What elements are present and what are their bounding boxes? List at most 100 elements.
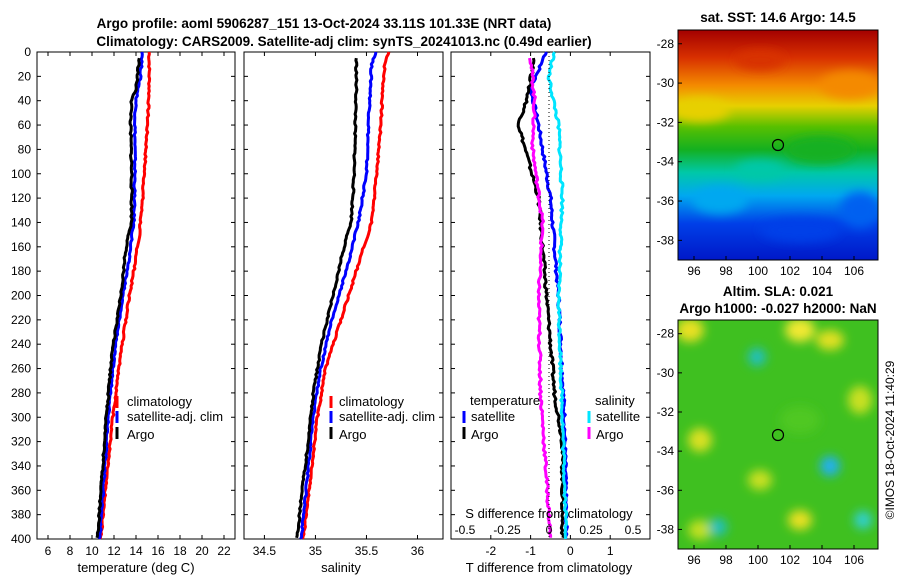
x-tick-label: 14 [129, 544, 143, 558]
difference-curves [516, 51, 569, 540]
legend-sal-argo: Argo [596, 427, 623, 442]
map-y-tick-label: -32 [657, 405, 675, 419]
temperature-axis-label: temperature (deg C) [77, 560, 194, 575]
legend-argo: Argo [339, 427, 366, 442]
map-x-tick-label: 96 [687, 553, 701, 567]
salinity-x-axis: 34.5 35 35.5 36 [253, 52, 425, 558]
map-y-tick-label: -36 [657, 483, 675, 497]
salinity-curves [295, 51, 391, 540]
x-tick-label: 10 [85, 544, 99, 558]
depth-tick-label: 320 [11, 435, 31, 449]
x-tick-label: 1 [607, 544, 614, 558]
sla-map-frame [677, 319, 879, 550]
map-x-tick-label: 106 [844, 553, 864, 567]
map-x-tick-label: 98 [719, 264, 733, 278]
map-x-tick-label: 106 [844, 264, 864, 278]
map-y-tick-label: -30 [657, 366, 675, 380]
x-tick-label: 22 [217, 544, 231, 558]
x-tick-label: 35 [309, 544, 323, 558]
depth-tick-label: 180 [11, 264, 31, 278]
x-tick-label: 12 [107, 544, 121, 558]
depth-tick-label: 140 [11, 215, 31, 229]
series-line [301, 51, 391, 540]
x-tick-label: 20 [195, 544, 209, 558]
map-x-tick-label: 100 [748, 553, 768, 567]
legend-temp-satellite: satellite [471, 409, 515, 424]
difference-axis-label: T difference from climatology [466, 560, 633, 575]
depth-tick-label: 340 [11, 459, 31, 473]
map-y-tick-label: -34 [657, 155, 675, 169]
x-tick-label: 36 [411, 544, 425, 558]
top-x-tick-label: 0.25 [579, 523, 603, 537]
top-x-tick-label: -0.25 [493, 523, 521, 537]
map-x-tick-label: 98 [719, 553, 733, 567]
imos-timestamp: ©IMOS 18-Oct-2024 11:40:29 [883, 360, 897, 519]
series-line [516, 57, 566, 539]
series-line [97, 51, 144, 540]
salinity-difference-axis-label: S difference from climatology [465, 506, 633, 521]
map-x-tick-label: 104 [812, 553, 832, 567]
depth-tick-label: 60 [18, 118, 32, 132]
depth-tick-label: 0 [24, 45, 31, 59]
salinity-difference-ticks: -0.5 -0.25 0 0.25 0.5 [455, 523, 642, 537]
map-x-tick-label: 96 [687, 264, 701, 278]
sla-map-subtitle: Argo h1000: -0.027 h2000: NaN [679, 301, 876, 316]
legend-salinity-title: salinity [595, 393, 635, 408]
x-tick-label: 6 [45, 544, 52, 558]
depth-tick-label: 200 [11, 289, 31, 303]
series-line [95, 57, 141, 539]
depth-tick-label: 300 [11, 410, 31, 424]
map-y-tick-label: -38 [657, 522, 675, 536]
legend-climatology: climatology [339, 394, 405, 409]
sla-heatmap [678, 320, 878, 549]
map-x-tick-label: 100 [748, 264, 768, 278]
figure-title-line2: Climatology: CARS2009. Satellite-adj cli… [96, 34, 591, 49]
legend-satellite-adj: satellite-adj. clim [339, 409, 435, 424]
temperature-legend: climatology satellite-adj. clim Argo [115, 394, 223, 442]
series-line [295, 57, 359, 539]
depth-tick-label: 240 [11, 337, 31, 351]
sla-argo-marker [771, 428, 785, 442]
salinity-plot-area [243, 51, 444, 540]
depth-tick-label: 220 [11, 313, 31, 327]
series-line [299, 51, 378, 540]
salinity-legend: climatology satellite-adj. clim Argo [329, 394, 435, 442]
depth-tick-label: 40 [18, 94, 32, 108]
depth-tick-label: 260 [11, 362, 31, 376]
depth-tick-label: 160 [11, 240, 31, 254]
x-tick-label: 16 [151, 544, 165, 558]
depth-tick-label: 280 [11, 386, 31, 400]
map-y-tick-label: -28 [657, 327, 675, 341]
sla-map-title: Altim. SLA: 0.021 [723, 284, 834, 299]
depth-tick-label: 360 [11, 483, 31, 497]
x-tick-label: 0 [567, 544, 574, 558]
difference-legend: temperature satellite Argo salinity sate… [462, 393, 640, 442]
map-x-tick-label: 102 [780, 264, 800, 278]
series-line [528, 57, 553, 538]
difference-x-axis: -2 -1 0 1 [485, 52, 614, 558]
map-y-tick-label: -36 [657, 194, 675, 208]
x-tick-label: 8 [67, 544, 74, 558]
x-tick-label: 18 [173, 544, 187, 558]
depth-tick-label: 380 [11, 508, 31, 522]
depth-axis: 0 20 40 60 80 100 120 140 160 180 200 220 240 260 280 3… [11, 45, 650, 546]
map-y-tick-label: -28 [657, 37, 675, 51]
depth-tick-label: 20 [18, 69, 32, 83]
legend-argo: Argo [127, 427, 154, 442]
legend-temp-argo: Argo [471, 427, 498, 442]
temperature-x-axis: 6 8 10 12 14 16 18 20 22 [45, 52, 231, 558]
sst-map-title: sat. SST: 14.6 Argo: 14.5 [700, 10, 856, 25]
map-x-tick-label: 104 [812, 264, 832, 278]
depth-tick-label: 120 [11, 191, 31, 205]
series-line [546, 51, 568, 540]
depth-tick-label: 80 [18, 142, 32, 156]
x-tick-label: -2 [485, 544, 496, 558]
legend-satellite-adj: satellite-adj. clim [127, 409, 223, 424]
temperature-curves [95, 51, 152, 540]
sst-heatmap [678, 30, 878, 260]
sla-map-axes: 96 98 100 102 104 106 -28 -30 -32 -34 -36 -38 [657, 327, 865, 567]
x-tick-label: 35.5 [355, 544, 379, 558]
map-x-tick-label: 102 [780, 553, 800, 567]
figure-title-line1: Argo profile: aoml 5906287_151 13-Oct-20… [97, 16, 552, 31]
